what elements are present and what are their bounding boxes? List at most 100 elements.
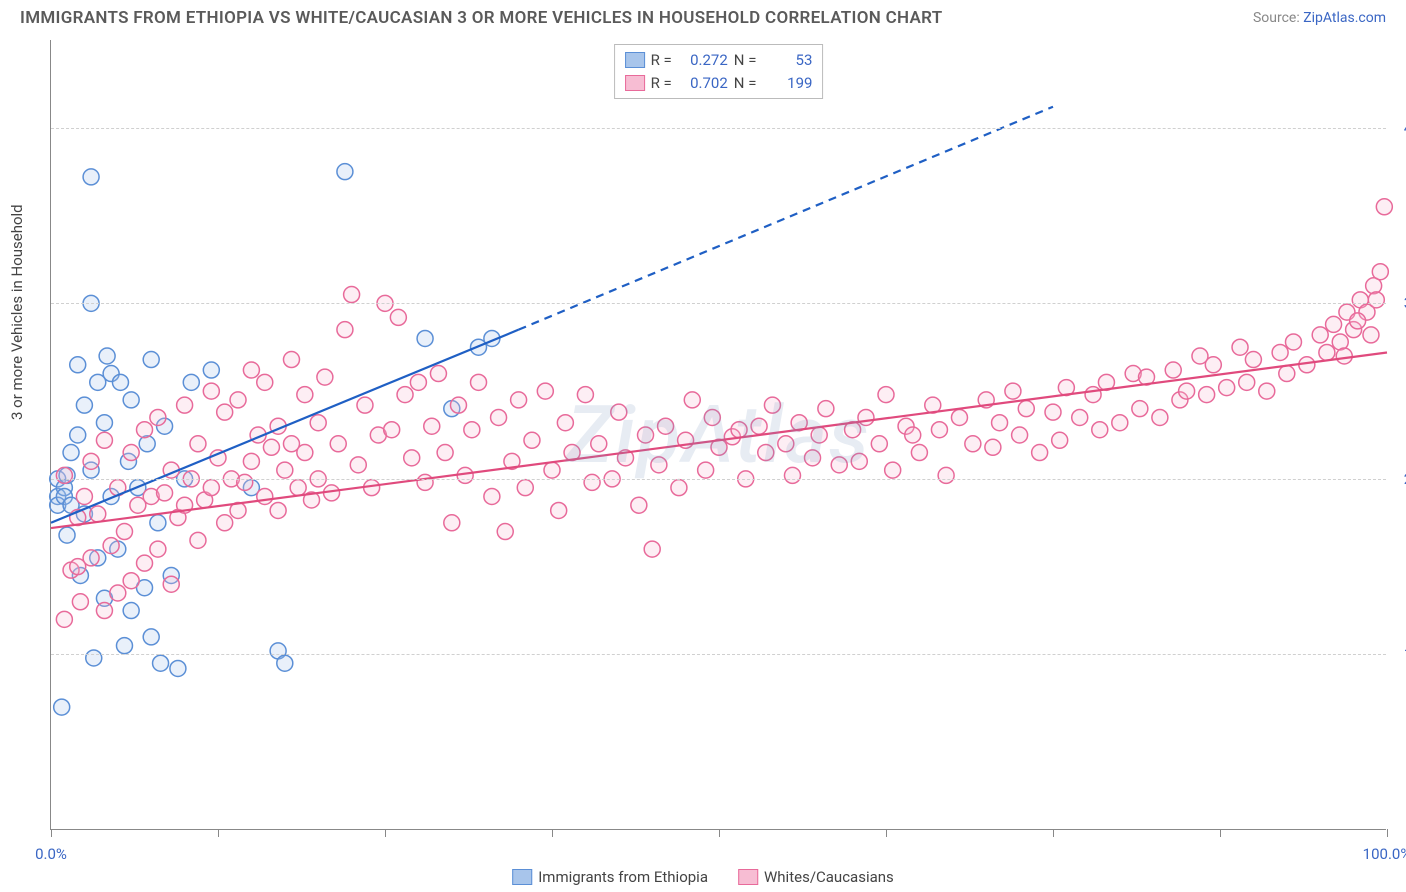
data-point xyxy=(811,427,827,443)
y-axis-label: 3 or more Vehicles in Household xyxy=(8,204,26,420)
data-point xyxy=(911,445,927,461)
legend-row: R = 0.702 N = 199 xyxy=(625,72,813,95)
data-point xyxy=(1199,387,1215,403)
trend-line-dashed xyxy=(519,107,1053,330)
data-point xyxy=(584,474,600,490)
source-label: Source: xyxy=(1253,10,1300,26)
data-point xyxy=(177,397,193,413)
data-point xyxy=(56,467,72,483)
legend-item-label: Whites/Caucasians xyxy=(764,868,894,886)
data-point xyxy=(524,432,540,448)
data-point xyxy=(1336,348,1352,364)
data-point xyxy=(99,348,115,364)
data-point xyxy=(831,457,847,473)
data-point xyxy=(70,427,86,443)
data-point xyxy=(190,436,206,452)
data-point xyxy=(83,453,99,469)
data-point xyxy=(337,322,353,338)
data-point xyxy=(56,611,72,627)
data-point xyxy=(163,576,179,592)
data-point xyxy=(384,422,400,438)
data-point xyxy=(484,488,500,504)
data-point xyxy=(644,541,660,557)
data-point xyxy=(70,357,86,373)
legend-N-value: 199 xyxy=(762,72,812,95)
legend-N-label: N = xyxy=(734,49,757,72)
data-point xyxy=(150,541,166,557)
data-point xyxy=(1285,334,1301,350)
data-point xyxy=(437,445,453,461)
data-point xyxy=(96,432,112,448)
source-link[interactable]: ZipAtlas.com xyxy=(1303,10,1386,26)
data-point xyxy=(153,655,169,671)
x-tick xyxy=(218,829,219,837)
data-point xyxy=(517,480,533,496)
data-point xyxy=(417,330,433,346)
data-point xyxy=(537,383,553,399)
data-point xyxy=(417,474,433,490)
data-point xyxy=(277,655,293,671)
data-point xyxy=(511,392,527,408)
data-point xyxy=(123,392,139,408)
source: Source: ZipAtlas.com xyxy=(1253,10,1386,26)
data-point xyxy=(123,573,139,589)
gridline xyxy=(51,479,1386,480)
legend-N-value: 53 xyxy=(762,49,812,72)
data-point xyxy=(243,362,259,378)
data-point xyxy=(651,457,667,473)
data-point xyxy=(638,427,654,443)
data-point xyxy=(72,594,88,610)
data-point xyxy=(758,445,774,461)
data-point xyxy=(450,397,466,413)
data-point xyxy=(1232,339,1248,355)
data-point xyxy=(985,439,1001,455)
data-point xyxy=(123,445,139,461)
data-point xyxy=(1272,344,1288,360)
data-point xyxy=(116,638,132,654)
data-point xyxy=(444,515,460,531)
data-point xyxy=(270,502,286,518)
data-point xyxy=(631,497,647,513)
data-point xyxy=(731,422,747,438)
data-point xyxy=(1319,344,1335,360)
x-tick xyxy=(1220,829,1221,837)
scatter-svg xyxy=(51,40,1386,829)
data-point xyxy=(1005,383,1021,399)
data-point xyxy=(76,397,92,413)
data-point xyxy=(1219,380,1235,396)
series-legend: Immigrants from Ethiopia Whites/Caucasia… xyxy=(512,868,894,886)
legend-swatch xyxy=(625,75,645,91)
data-point xyxy=(203,383,219,399)
legend-row: R = 0.272 N = 53 xyxy=(625,49,813,72)
data-point xyxy=(297,445,313,461)
data-point xyxy=(544,462,560,478)
data-point xyxy=(591,436,607,452)
data-point xyxy=(878,387,894,403)
data-point xyxy=(103,538,119,554)
legend-item-label: Immigrants from Ethiopia xyxy=(538,868,708,886)
data-point xyxy=(424,418,440,434)
data-point xyxy=(611,404,627,420)
gridline xyxy=(51,303,1386,304)
data-point xyxy=(397,387,413,403)
legend-item: Immigrants from Ethiopia xyxy=(512,868,708,886)
legend-swatch xyxy=(625,52,645,68)
data-point xyxy=(851,453,867,469)
data-point xyxy=(671,480,687,496)
data-point xyxy=(230,392,246,408)
data-point xyxy=(430,366,446,382)
legend-swatch xyxy=(512,869,532,885)
x-tick xyxy=(886,829,887,837)
data-point xyxy=(1179,383,1195,399)
data-point xyxy=(143,629,159,645)
data-point xyxy=(90,506,106,522)
data-point xyxy=(557,415,573,431)
data-point xyxy=(764,397,780,413)
data-point xyxy=(885,462,901,478)
data-point xyxy=(1085,387,1101,403)
data-point xyxy=(344,287,360,303)
x-tick xyxy=(552,829,553,837)
data-point xyxy=(297,387,313,403)
data-point xyxy=(1350,313,1366,329)
data-point xyxy=(1112,415,1128,431)
